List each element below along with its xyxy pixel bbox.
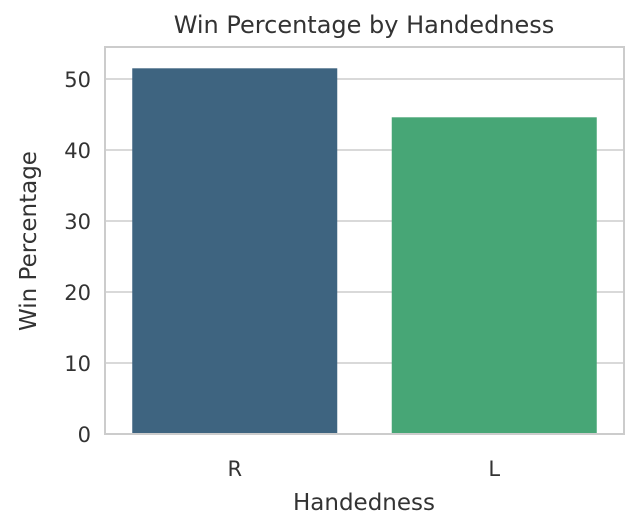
chart-title: Win Percentage by Handedness bbox=[174, 11, 555, 39]
x-tick-label-L: L bbox=[488, 457, 500, 481]
x-axis-label: Handedness bbox=[293, 490, 435, 516]
bar-R bbox=[132, 68, 338, 435]
y-tick-label: 40 bbox=[64, 139, 91, 163]
y-tick-label: 30 bbox=[64, 210, 91, 234]
y-tick-label: 0 bbox=[78, 423, 91, 447]
y-tick-label: 50 bbox=[64, 68, 91, 92]
bars bbox=[132, 68, 597, 435]
bar-L bbox=[391, 117, 597, 435]
y-axis-label: Win Percentage bbox=[16, 151, 42, 331]
y-tick-labels: 0 10 20 30 40 50 bbox=[64, 68, 91, 447]
x-tick-label-R: R bbox=[227, 457, 242, 481]
y-tick-label: 20 bbox=[64, 281, 91, 305]
plot-frame bbox=[104, 46, 625, 435]
y-tick-label: 10 bbox=[64, 352, 91, 376]
